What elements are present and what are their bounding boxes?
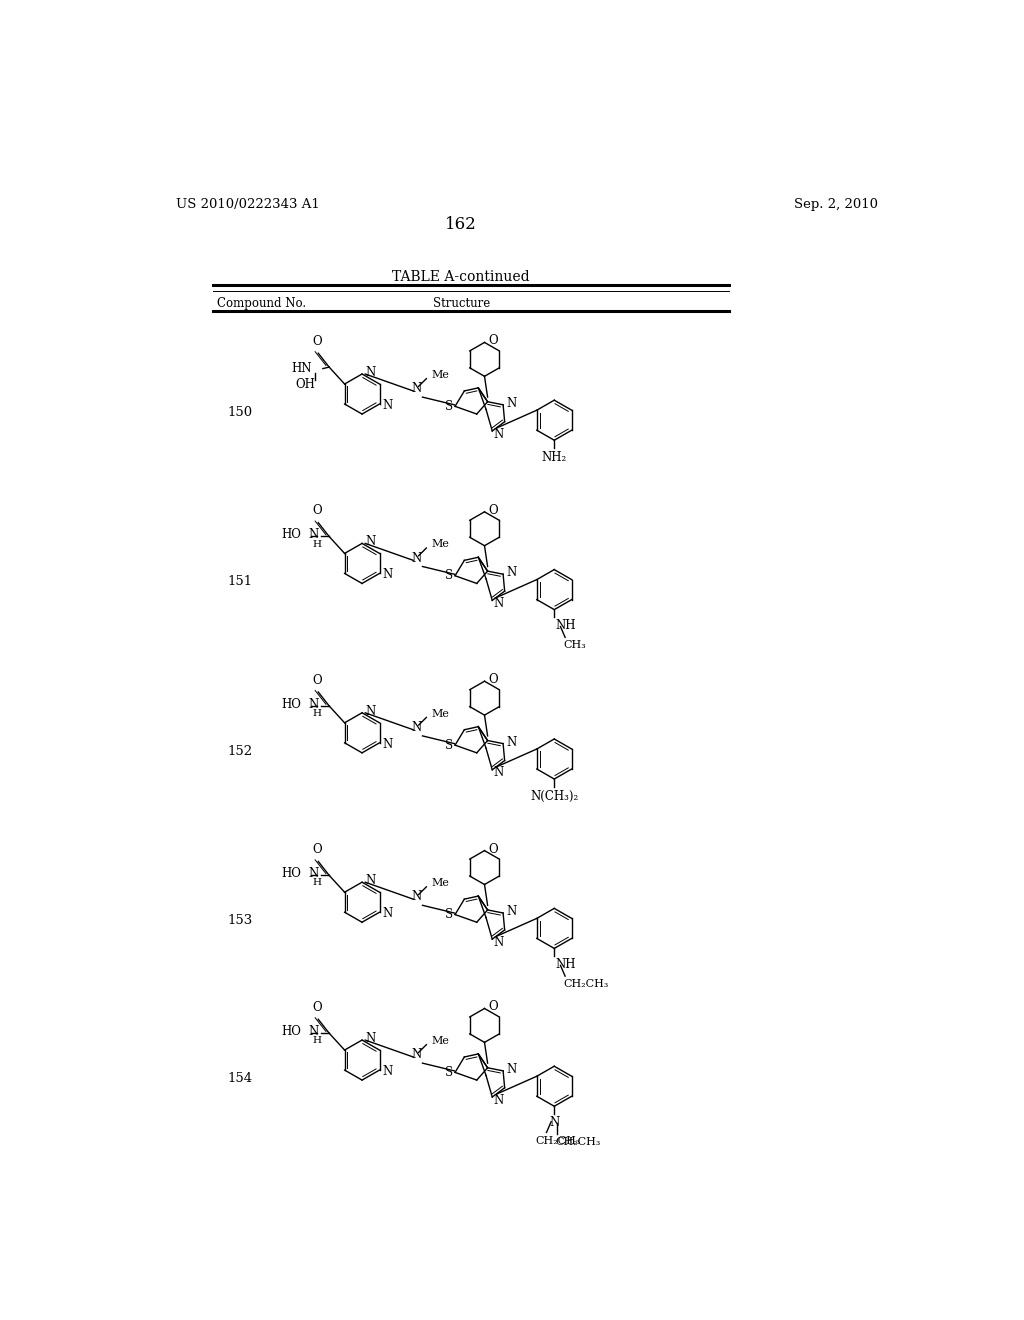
Text: H: H: [312, 1036, 322, 1045]
Text: N: N: [494, 936, 504, 949]
Text: 154: 154: [227, 1072, 252, 1085]
Text: Sep. 2, 2010: Sep. 2, 2010: [795, 198, 879, 211]
Text: Me: Me: [432, 370, 450, 380]
Text: N: N: [412, 381, 422, 395]
Text: O: O: [488, 504, 498, 517]
Text: N: N: [308, 698, 318, 711]
Text: O: O: [312, 335, 322, 348]
Text: Me: Me: [432, 709, 450, 718]
Text: N: N: [506, 735, 516, 748]
Text: N: N: [506, 397, 516, 409]
Text: CH₂CH₃: CH₂CH₃: [556, 1137, 601, 1147]
Text: N: N: [412, 552, 422, 565]
Text: O: O: [488, 334, 498, 347]
Text: N: N: [308, 1026, 318, 1038]
Text: S: S: [444, 569, 453, 582]
Text: HO: HO: [282, 698, 301, 711]
Text: O: O: [312, 504, 322, 517]
Text: N: N: [383, 569, 393, 582]
Text: O: O: [312, 843, 322, 857]
Text: N: N: [366, 1032, 376, 1045]
Text: O: O: [312, 673, 322, 686]
Text: S: S: [444, 908, 453, 921]
Text: O: O: [312, 1001, 322, 1014]
Text: 153: 153: [227, 915, 253, 927]
Text: Me: Me: [432, 1036, 450, 1045]
Text: S: S: [444, 739, 453, 751]
Text: CH₂CH₃: CH₂CH₃: [536, 1135, 581, 1146]
Text: NH₂: NH₂: [542, 451, 567, 465]
Text: TABLE A-continued: TABLE A-continued: [392, 271, 530, 284]
Text: N: N: [494, 1093, 504, 1106]
Text: N: N: [412, 721, 422, 734]
Text: 162: 162: [445, 216, 477, 234]
Text: N: N: [494, 767, 504, 779]
Text: N: N: [506, 1063, 516, 1076]
Text: N: N: [366, 366, 376, 379]
Text: N: N: [412, 890, 422, 903]
Text: N(CH₃)₂: N(CH₃)₂: [530, 789, 579, 803]
Text: HN: HN: [292, 362, 312, 375]
Text: N: N: [383, 399, 393, 412]
Text: NH: NH: [556, 619, 577, 632]
Text: O: O: [488, 842, 498, 855]
Text: N: N: [308, 867, 318, 880]
Text: CH₂CH₃: CH₂CH₃: [563, 979, 609, 989]
Text: OH: OH: [295, 378, 315, 391]
Text: S: S: [444, 400, 453, 413]
Text: H: H: [312, 540, 322, 549]
Text: N: N: [366, 705, 376, 718]
Text: Structure: Structure: [432, 297, 489, 310]
Text: N: N: [412, 1048, 422, 1061]
Text: HO: HO: [282, 528, 301, 541]
Text: O: O: [488, 673, 498, 686]
Text: N: N: [506, 566, 516, 579]
Text: N: N: [494, 428, 504, 441]
Text: 150: 150: [227, 407, 252, 418]
Text: CH₃: CH₃: [563, 640, 587, 651]
Text: Me: Me: [432, 878, 450, 888]
Text: O: O: [488, 1001, 498, 1014]
Text: N: N: [308, 528, 318, 541]
Text: N: N: [383, 1065, 393, 1078]
Text: Me: Me: [432, 539, 450, 549]
Text: S: S: [444, 1065, 453, 1078]
Text: Compound No.: Compound No.: [217, 297, 306, 310]
Text: N: N: [494, 597, 504, 610]
Text: 151: 151: [227, 576, 252, 589]
Text: N: N: [366, 874, 376, 887]
Text: N: N: [506, 906, 516, 917]
Text: N: N: [549, 1115, 559, 1129]
Text: 152: 152: [227, 744, 252, 758]
Text: N: N: [383, 738, 393, 751]
Text: N: N: [383, 907, 393, 920]
Text: US 2010/0222343 A1: US 2010/0222343 A1: [176, 198, 319, 211]
Text: HO: HO: [282, 867, 301, 880]
Text: NH: NH: [556, 958, 577, 970]
Text: HO: HO: [282, 1026, 301, 1038]
Text: N: N: [366, 536, 376, 548]
Text: H: H: [312, 879, 322, 887]
Text: H: H: [312, 709, 322, 718]
